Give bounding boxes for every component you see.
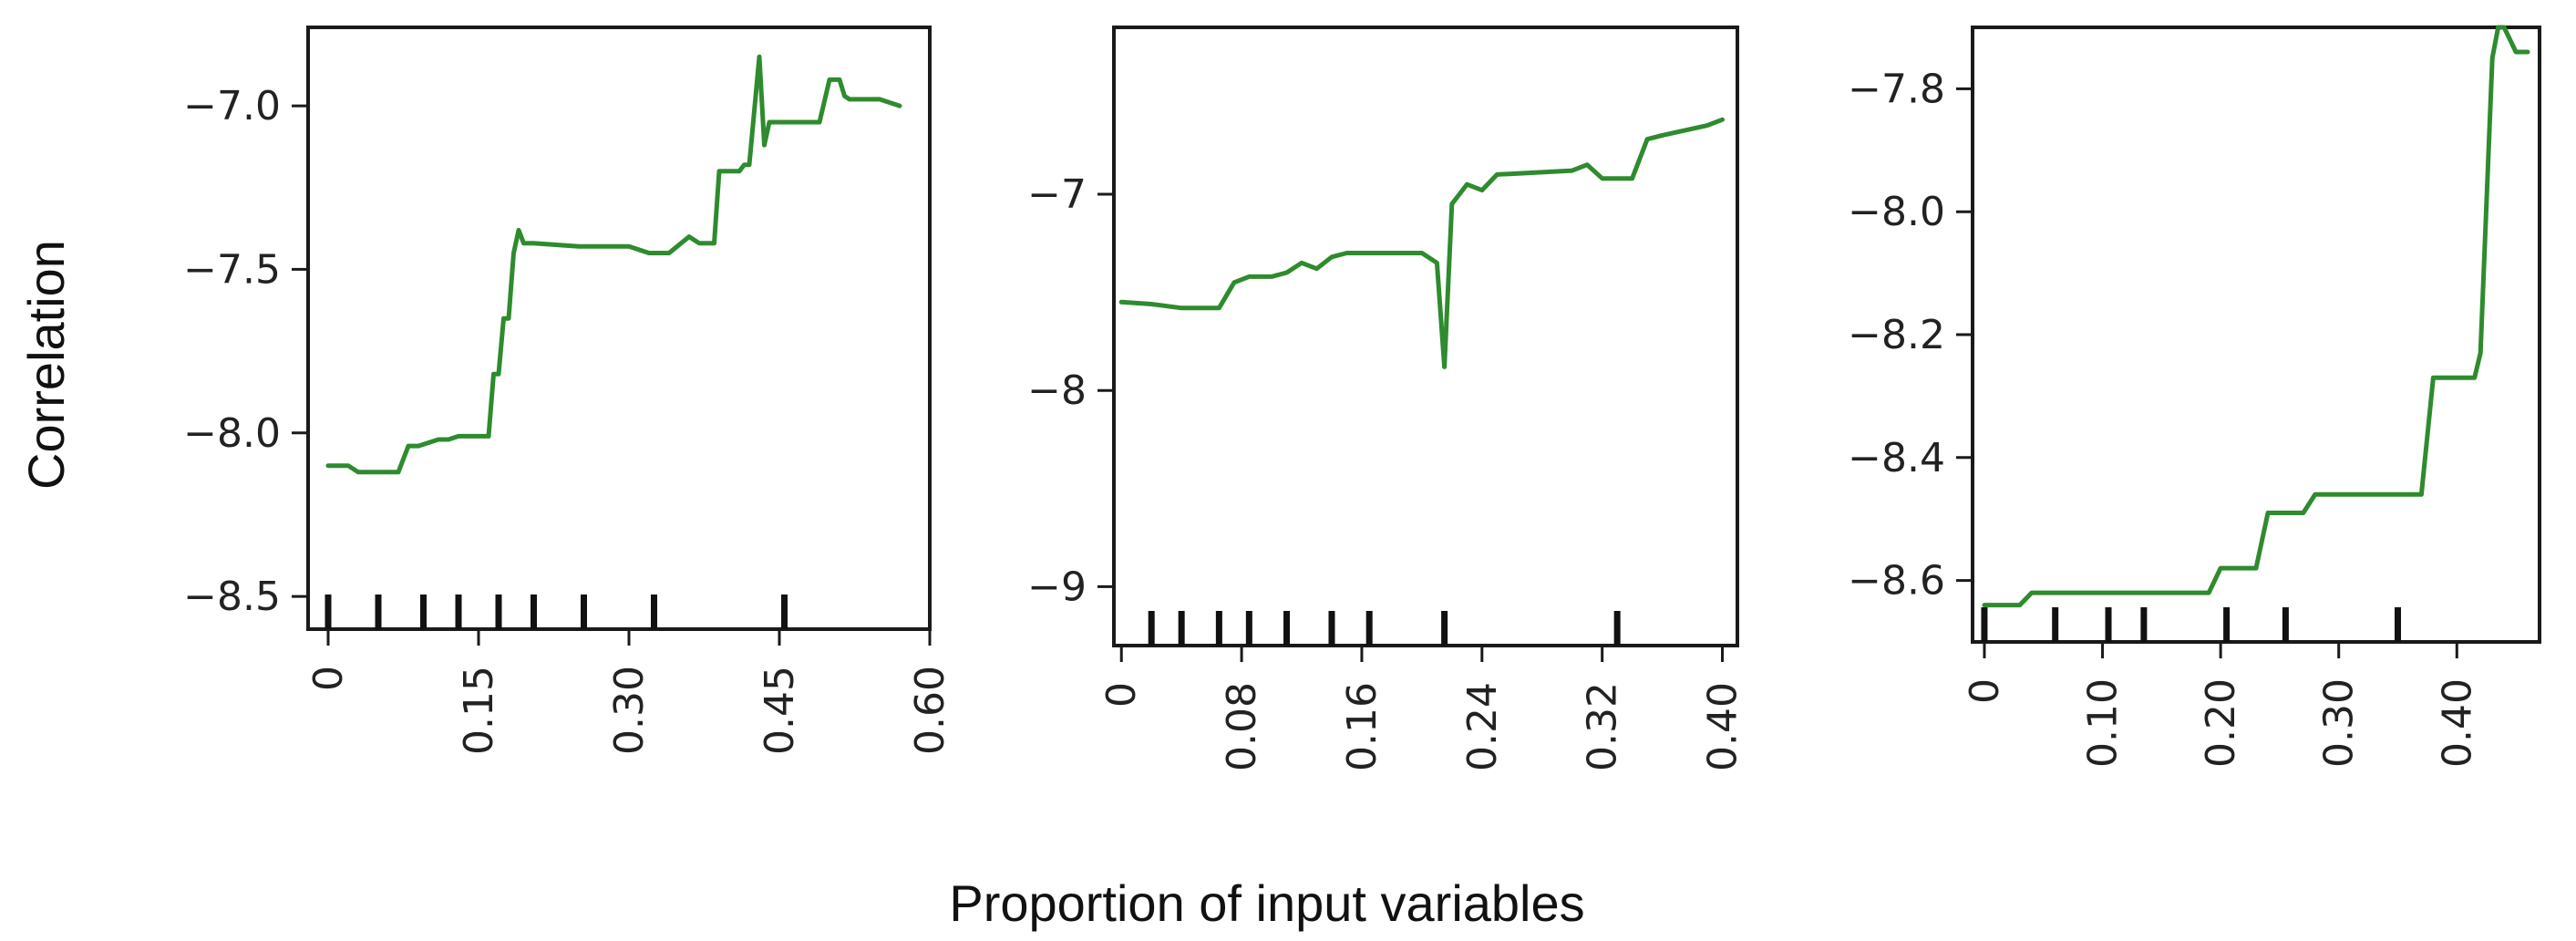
y-tick-label: −8.5 xyxy=(183,574,281,620)
x-tick-label: 0.40 xyxy=(1700,682,1747,771)
series-line xyxy=(1118,117,1725,369)
y-tick-label: −8 xyxy=(1027,367,1087,414)
series-line xyxy=(325,54,902,475)
x-tick-label: 0.20 xyxy=(2198,678,2244,768)
x-tick-label: 0.40 xyxy=(2434,678,2480,768)
y-tick-label: −7.5 xyxy=(183,246,281,293)
y-tick-label: −8.0 xyxy=(183,410,281,457)
plot-frame xyxy=(306,26,932,631)
x-tick-label: 0.45 xyxy=(757,666,803,755)
y-tick-label: −8.2 xyxy=(1848,312,1945,358)
plot-frame xyxy=(1971,26,2541,644)
y-tick-label: −7.0 xyxy=(183,83,281,129)
x-tick-label: 0.15 xyxy=(456,666,502,755)
x-tick-label: 0.08 xyxy=(1219,682,1265,771)
panel-1: −7.0 −7.5 −8.0 −8.5 0 0.15 0.30 0.45 0.60 xyxy=(183,26,953,755)
y-tick-label: −8.4 xyxy=(1848,435,1945,481)
x-tick-label: 0.16 xyxy=(1339,682,1386,771)
series-line xyxy=(1982,25,2530,608)
x-tick-label: 0 xyxy=(1098,682,1145,708)
y-tick-label: −9 xyxy=(1027,564,1087,610)
x-tick-label: 0 xyxy=(1962,678,2008,704)
x-tick-label: 0.60 xyxy=(907,666,953,755)
y-tick-label: −8.6 xyxy=(1848,558,1945,605)
plot-frame xyxy=(1112,26,1739,647)
x-axis-label: Proportion of input variables xyxy=(949,874,1584,932)
x-tick-label: 0 xyxy=(305,666,352,691)
y-tick-label: −8.0 xyxy=(1848,189,1945,235)
x-tick-label: 0.30 xyxy=(2316,678,2363,768)
x-tick-label: 0.32 xyxy=(1580,682,1626,771)
y-tick-label: −7.8 xyxy=(1848,66,1945,112)
panels: −7.0 −7.5 −8.0 −8.5 0 0.15 0.30 0.45 0.60 −7 −8 −9 0… xyxy=(183,25,2541,771)
y-tick-label: −7 xyxy=(1027,171,1087,218)
x-tick-label: 0.10 xyxy=(2080,678,2127,768)
y-axis-label: Correlation xyxy=(17,240,75,490)
panel-3: −7.8 −8.0 −8.2 −8.4 −8.6 0 0.10 0.20 0.30 0.40 xyxy=(1848,25,2541,768)
x-tick-label: 0.24 xyxy=(1459,682,1506,771)
x-tick-label: 0.30 xyxy=(606,666,653,755)
panel-2: −7 −8 −9 0 0.08 0.16 0.24 0.32 0.40 xyxy=(1027,26,1747,771)
